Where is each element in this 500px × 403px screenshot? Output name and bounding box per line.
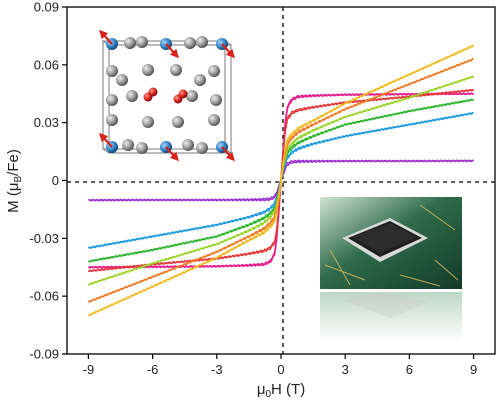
y-tick-label: -0.06 bbox=[29, 289, 59, 304]
x-tick-label: 3 bbox=[342, 362, 349, 377]
y-tick-label: 0.03 bbox=[34, 115, 59, 130]
x-tick-label: 6 bbox=[406, 362, 413, 377]
x-tick-label: 9 bbox=[470, 362, 477, 377]
x-tick-label: -6 bbox=[147, 362, 159, 377]
y-axis: -0.09 -0.06 -0.03 0 0.03 0.06 0.09 bbox=[29, 0, 67, 362]
x-axis: -9 -6 -3 0 3 6 9 bbox=[83, 354, 478, 377]
x-axis-title: μ0H (T) bbox=[257, 381, 305, 400]
y-tick-label: 0.06 bbox=[34, 57, 59, 72]
y-axis-title: M (μB/Fe) bbox=[5, 149, 24, 213]
y-tick-label: 0 bbox=[52, 173, 59, 188]
grey-atoms bbox=[106, 36, 222, 154]
y-tick-label: -0.03 bbox=[29, 231, 59, 246]
y-tick-label: -0.09 bbox=[29, 347, 59, 362]
oxygen-atoms bbox=[144, 88, 188, 104]
y-tick-label: 0.09 bbox=[34, 0, 59, 15]
x-tick-label: -3 bbox=[211, 362, 223, 377]
x-tick-label: -9 bbox=[83, 362, 95, 377]
crystal-structure-inset bbox=[102, 33, 232, 158]
iron-atoms bbox=[106, 38, 228, 153]
x-tick-label: 0 bbox=[277, 362, 284, 377]
microchip-photo-inset bbox=[320, 197, 462, 342]
